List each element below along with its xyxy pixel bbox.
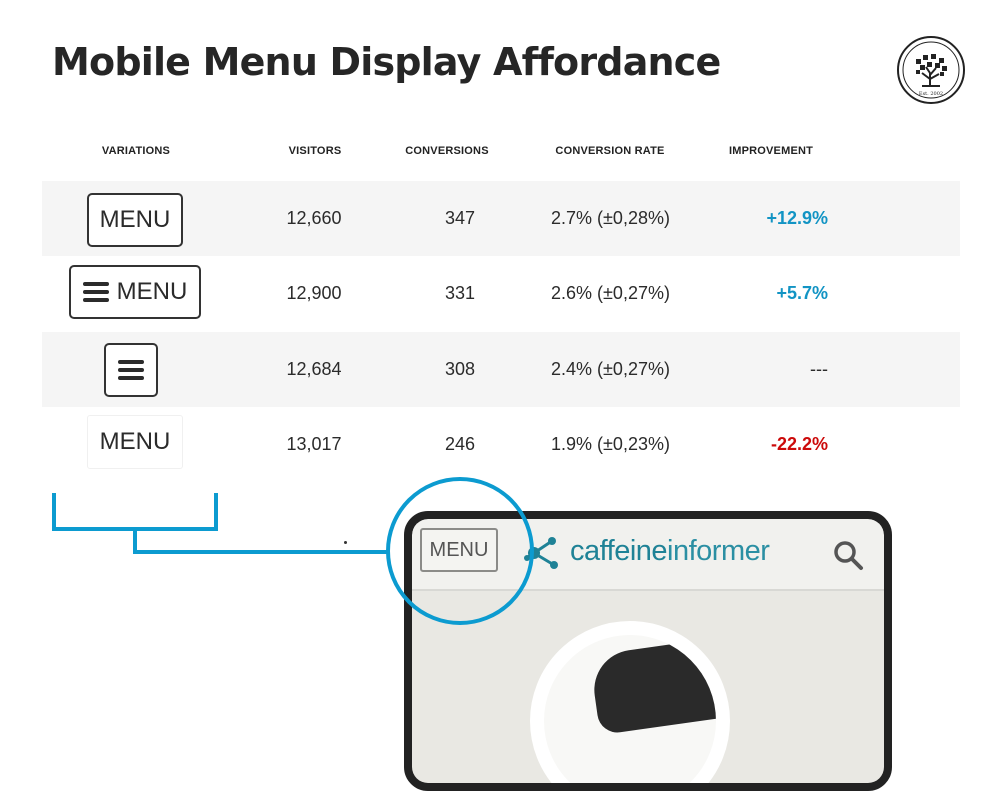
conversions-cell: 246 <box>444 434 476 454</box>
table-row: MENU 12,900 331 2.6% (±0,27%) +5.7% <box>42 256 960 331</box>
hamburger-icon <box>118 359 144 381</box>
variation-hamburger-only <box>104 343 158 397</box>
bracket-left-edge <box>52 493 56 531</box>
col-header-conversion-rate: CONVERSION RATE <box>555 145 665 157</box>
conversion-rate-cell: 2.4% (±0,27%) <box>551 359 670 379</box>
improvement-cell: +12.9% <box>766 208 828 228</box>
table-row: MENU 12,660 347 2.7% (±0,28%) +12.9% <box>42 181 960 256</box>
visitors-cell: 13,017 <box>286 434 342 454</box>
profile-image <box>530 621 730 783</box>
variation-label: MENU <box>99 206 171 233</box>
conversions-cell: 331 <box>444 283 476 303</box>
bracket-connector-line <box>133 550 389 554</box>
conversions-cell: 347 <box>444 208 476 228</box>
bracket-stem <box>133 527 137 554</box>
highlight-circle <box>386 477 534 625</box>
variation-menu-text-bordered: MENU <box>87 193 183 247</box>
visitors-cell: 12,660 <box>286 208 342 228</box>
svg-text:Est. 2002: Est. 2002 <box>919 91 943 97</box>
search-icon[interactable] <box>832 539 864 571</box>
brand-name-b: informer <box>667 534 770 567</box>
variation-menu-text-plain: MENU <box>87 415 183 469</box>
conversion-rate-cell: 2.6% (±0,27%) <box>551 283 670 303</box>
variation-label: MENU <box>116 278 188 305</box>
brand-name: caffeineinformer <box>570 534 770 568</box>
hamburger-icon <box>82 281 109 303</box>
col-header-improvement: IMPROVEMENT <box>728 145 814 157</box>
page-title: Mobile Menu Display Affordance <box>52 40 721 84</box>
visitors-cell: 12,900 <box>286 283 342 303</box>
tree-logo-icon: Est. 2002 <box>897 36 965 104</box>
col-header-variations: VARIATIONS <box>101 145 171 157</box>
table-row: MENU 13,017 246 1.9% (±0,23%) -22.2% <box>42 407 960 482</box>
table-row: 12,684 308 2.4% (±0,27%) --- <box>42 332 960 407</box>
visitors-cell: 12,684 <box>286 359 342 379</box>
improvement-cell: --- <box>810 359 828 379</box>
conversion-rate-cell: 2.7% (±0,28%) <box>551 208 670 228</box>
col-header-conversions: CONVERSIONS <box>405 145 489 157</box>
variation-label: MENU <box>99 428 171 455</box>
conversion-rate-cell: 1.9% (±0,23%) <box>551 434 670 454</box>
bracket-right-edge <box>214 493 218 531</box>
col-header-visitors: VISITORS <box>288 145 342 157</box>
conversions-cell: 308 <box>444 359 476 379</box>
variation-hamburger-menu-bordered: MENU <box>69 265 201 319</box>
improvement-cell: -22.2% <box>770 434 828 454</box>
improvement-cell: +5.7% <box>776 283 828 303</box>
brand-name-a: caffeine <box>570 534 668 567</box>
decorative-dot <box>344 541 347 544</box>
brand-logo[interactable]: caffeineinformer <box>524 531 770 571</box>
